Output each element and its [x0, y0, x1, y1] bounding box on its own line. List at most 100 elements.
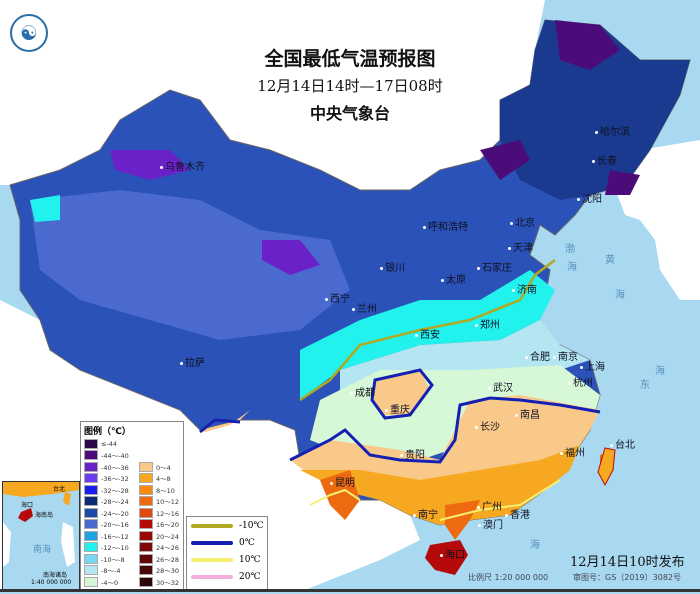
- city-label: 上海: [580, 362, 605, 373]
- legend-label: -4～0: [101, 578, 119, 587]
- legend-label: 12～16: [156, 509, 180, 518]
- legend-label: -16～-12: [101, 532, 129, 541]
- city-label: 重庆: [385, 405, 410, 416]
- city-label: 乌鲁木齐: [160, 162, 205, 173]
- legend-swatch: [139, 553, 153, 564]
- city-label: 合肥: [525, 352, 550, 363]
- inset-label: 南海诸岛: [43, 572, 68, 579]
- sea-label: 海: [567, 262, 577, 273]
- city-label: 福州: [560, 448, 585, 459]
- sea-label: 海: [655, 366, 665, 377]
- legend-entry: -28～-24: [84, 496, 129, 508]
- region-deep-orange: [320, 452, 612, 540]
- sea-label: 东: [640, 380, 650, 391]
- inset-map: [3, 482, 79, 567]
- legend-entry: 16～20: [139, 519, 179, 531]
- legend-swatch: [84, 473, 98, 484]
- agency-name: 中央气象台: [309, 104, 390, 123]
- city-label: 武汉: [488, 383, 513, 394]
- city-label: 贵阳: [400, 450, 425, 461]
- city-label: 海口: [440, 550, 465, 561]
- legend-entry: ≤-44: [84, 438, 129, 450]
- legend-entry: -40～-36: [84, 461, 129, 473]
- region-orange-south: [300, 445, 580, 525]
- legend-swatch: [84, 530, 98, 541]
- isotherm-label: 0℃: [239, 537, 255, 548]
- legend-entry: 8～10: [139, 484, 179, 496]
- city-label: 北京: [510, 218, 535, 229]
- legend-entry: -4～0: [84, 576, 129, 588]
- legend-label: 0～4: [156, 463, 171, 472]
- city-label: 南昌: [515, 410, 540, 421]
- legend-label: -24～-20: [101, 509, 129, 518]
- sea-label: 海: [530, 540, 540, 551]
- isotherm-swatch: [191, 557, 233, 562]
- legend-swatch: [139, 542, 153, 553]
- legend-label: 28～30: [156, 567, 180, 576]
- city-label: 西安: [415, 330, 440, 341]
- legend-swatch: [139, 565, 153, 576]
- legend-label: -20～-16: [101, 521, 129, 530]
- legend-swatch: [84, 565, 98, 576]
- sea-label: 渤: [565, 244, 575, 255]
- region-cold-west: [30, 190, 350, 340]
- isotherm-minus10: [299, 259, 556, 402]
- city-label: 哈尔滨: [595, 127, 630, 138]
- region-purple-ne: [480, 20, 640, 195]
- legend-label: 30～32: [156, 578, 180, 587]
- isotherm-legend: -10℃ 0℃ 10℃ 20℃: [186, 516, 268, 590]
- map-scale: 比例尺 1:20 000 000: [468, 573, 549, 582]
- legend-entry: -10～-8: [84, 553, 129, 565]
- isotherm-label: -10℃: [239, 520, 264, 531]
- legend-swatch: [84, 496, 98, 507]
- city-label: 昆明: [330, 478, 355, 489]
- legend-entry: 26～28: [139, 553, 179, 565]
- legend-label: 8～10: [156, 486, 175, 495]
- legend-swatch: [139, 496, 153, 507]
- isotherm-swatch: [191, 574, 233, 579]
- legend-swatch: [84, 438, 98, 449]
- city-label: 呼和浩特: [423, 222, 468, 233]
- isotherm-entry: 10℃: [187, 551, 267, 568]
- legend-label: -40～-36: [101, 463, 129, 472]
- legend-label: 26～28: [156, 555, 180, 564]
- legend-entry: 20～24: [139, 530, 179, 542]
- city-label: 南京: [553, 352, 578, 363]
- legend-swatch: [84, 450, 98, 461]
- legend-label: 4～8: [156, 475, 171, 484]
- legend-label: -10～-8: [101, 555, 125, 564]
- legend-entry: -24～-20: [84, 507, 129, 519]
- isotherm-0: [199, 368, 601, 464]
- city-label: 天津: [508, 243, 533, 254]
- legend-swatch: [84, 542, 98, 553]
- legend-swatch: [84, 553, 98, 564]
- legend-entry: 28～30: [139, 565, 179, 577]
- city-label: 长沙: [475, 422, 500, 433]
- city-label: 成都: [350, 388, 375, 399]
- legend-swatch: [84, 576, 98, 587]
- city-label: 兰州: [352, 304, 377, 315]
- city-label: 银川: [380, 263, 405, 274]
- legend-label: 24～26: [156, 544, 180, 553]
- legend-entry: -16～-12: [84, 530, 129, 542]
- city-label: 济南: [512, 285, 537, 296]
- legend-entry: 30～32: [139, 576, 179, 588]
- region-purple-xj: [110, 150, 320, 275]
- legend-swatch: [84, 519, 98, 530]
- isotherm-label: 10℃: [239, 554, 261, 565]
- legend-swatch: [139, 519, 153, 530]
- legend-entry: 10～12: [139, 496, 179, 508]
- city-label: 香港: [505, 510, 530, 521]
- legend-swatch: [84, 484, 98, 495]
- city-label: 长春: [592, 156, 617, 167]
- legend-title: 图例（℃）: [84, 427, 131, 437]
- legend-swatch: [139, 576, 153, 587]
- taiwan: [597, 447, 616, 487]
- neighbor-land: [0, 0, 545, 190]
- legend-swatch: [84, 507, 98, 518]
- inset-label: 台北: [53, 486, 66, 493]
- city-label: 西宁: [325, 294, 350, 305]
- legend: 图例（℃） ≤-44 -44～-40 -40～-36 -36～-32 -32～-28 -2…: [80, 421, 184, 590]
- legend-entry: 12～16: [139, 507, 179, 519]
- isotherm-swatch: [191, 540, 233, 545]
